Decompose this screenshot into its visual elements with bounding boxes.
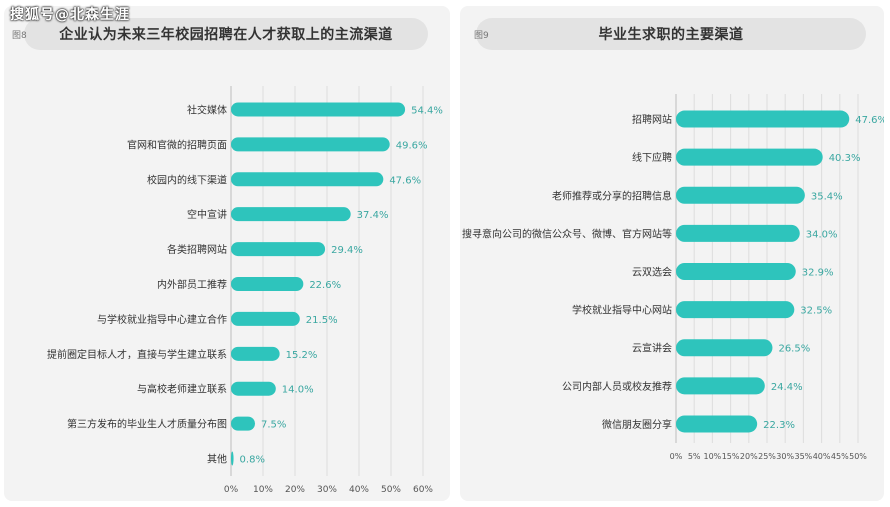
- bar: [231, 311, 300, 326]
- x-tick-label: 10%: [704, 452, 722, 461]
- x-tick-label: 45%: [831, 452, 849, 461]
- category-label: 与学校就业指导中心建立合作: [97, 313, 227, 326]
- category-label: 内外部员工推荐: [157, 278, 227, 291]
- data-label: 32.9%: [802, 268, 834, 279]
- data-label: 47.6%: [855, 115, 884, 126]
- data-label: 14.0%: [282, 385, 314, 396]
- x-tick-label: 40%: [813, 452, 831, 461]
- x-tick-label: 0%: [224, 485, 239, 495]
- chart-right-figure-label: 图9: [474, 31, 489, 41]
- watermark-text: 搜狐号@北森生涯: [10, 7, 130, 23]
- x-tick-label: 20%: [740, 452, 758, 461]
- data-label: 37.4%: [357, 210, 389, 221]
- data-label: 34.0%: [806, 229, 838, 240]
- bar: [231, 172, 384, 187]
- chart-panel-left: 0% 10% 20% 30% 40% 50% 60% 社交媒体 54.4% 官网和官微的招聘页面 4…: [4, 6, 450, 501]
- bar: [231, 346, 280, 361]
- data-label: 0.8%: [240, 455, 265, 466]
- category-label: 其他: [207, 453, 227, 466]
- category-label: 校园内的线下渠道: [147, 173, 227, 186]
- bar: [231, 451, 234, 466]
- data-label: 54.4%: [411, 105, 443, 116]
- data-label: 32.5%: [800, 306, 832, 317]
- x-tick-label: 50%: [381, 485, 401, 495]
- x-tick-label: 15%: [722, 452, 740, 461]
- category-label: 空中宣讲: [187, 208, 227, 221]
- category-label: 招聘网站: [632, 113, 672, 126]
- data-label: 47.6%: [389, 175, 421, 186]
- data-label: 49.6%: [396, 140, 428, 151]
- bar: [676, 415, 758, 433]
- category-label: 老师推荐或分享的招聘信息: [552, 189, 672, 202]
- category-label: 与高校老师建立联系: [137, 383, 227, 396]
- bar: [676, 148, 823, 166]
- x-tick-label: 40%: [349, 485, 369, 495]
- x-tick-label: 50%: [849, 452, 867, 461]
- category-label: 各类招聘网站: [167, 243, 227, 256]
- data-label: 29.4%: [331, 245, 363, 256]
- data-label: 22.3%: [763, 420, 795, 431]
- x-tick-label: 30%: [317, 485, 337, 495]
- category-label: 学校就业指导中心网站: [572, 304, 672, 317]
- category-label: 云宣讲会: [632, 342, 672, 355]
- x-tick-label: 20%: [285, 485, 305, 495]
- x-tick-label: 60%: [413, 485, 433, 495]
- bar: [231, 207, 351, 222]
- bar: [676, 301, 795, 319]
- category-label: 社交媒体: [187, 103, 227, 116]
- bar: [231, 242, 326, 257]
- chart-left-svg: 0% 10% 20% 30% 40% 50% 60% 社交媒体 54.4% 官网和官微的招聘页面 4…: [47, 86, 443, 495]
- bar: [676, 377, 765, 395]
- chart-right-svg: 0% 5% 10% 15% 20% 25% 30% 35% 40% 45% 50% 招聘网站 47.6%…: [462, 94, 884, 461]
- x-tick-label: 35%: [795, 452, 813, 461]
- chart-left-title: 企业认为未来三年校园招聘在人才获取上的主流渠道: [24, 18, 428, 50]
- x-tick-label: 5%: [688, 452, 701, 461]
- data-label: 21.5%: [306, 315, 338, 326]
- bar: [676, 224, 800, 242]
- data-label: 35.4%: [811, 191, 843, 202]
- x-tick-label: 0%: [670, 452, 683, 461]
- category-label: 提前圈定目标人才，直接与学生建立联系: [47, 348, 227, 361]
- category-label: 云双选会: [632, 266, 672, 279]
- bar: [676, 186, 805, 204]
- data-label: 7.5%: [261, 420, 286, 431]
- bar: [231, 416, 255, 431]
- category-label: 第三方发布的毕业生人才质量分布图: [67, 418, 227, 431]
- data-label: 40.3%: [829, 153, 861, 164]
- data-label: 22.6%: [309, 280, 341, 291]
- x-tick-label: 10%: [253, 485, 273, 495]
- bar: [231, 277, 304, 291]
- x-tick-label: 30%: [776, 452, 794, 461]
- category-label: 微信朋友圈分享: [602, 418, 672, 431]
- bar: [231, 102, 406, 117]
- data-label: 26.5%: [778, 344, 810, 355]
- category-label: 线下应聘: [632, 151, 672, 164]
- category-label: 搜寻意向公司的微信公众号、微博、官方网站等: [462, 227, 672, 240]
- category-label: 公司内部人员或校友推荐: [562, 380, 672, 393]
- bar: [676, 339, 773, 357]
- x-tick-label: 25%: [758, 452, 776, 461]
- bar: [676, 263, 796, 280]
- chart-right-title: 毕业生求职的主要渠道: [476, 18, 866, 50]
- bar: [231, 381, 276, 396]
- bar: [676, 110, 850, 128]
- category-label: 官网和官微的招聘页面: [127, 138, 227, 151]
- data-label: 15.2%: [286, 350, 318, 361]
- data-label: 24.4%: [771, 382, 803, 393]
- chart-left-figure-label: 图8: [12, 31, 27, 41]
- chart-panel-right: 0% 5% 10% 15% 20% 25% 30% 35% 40% 45% 50% 招聘网站 47.6%…: [460, 6, 884, 501]
- bar: [231, 137, 390, 152]
